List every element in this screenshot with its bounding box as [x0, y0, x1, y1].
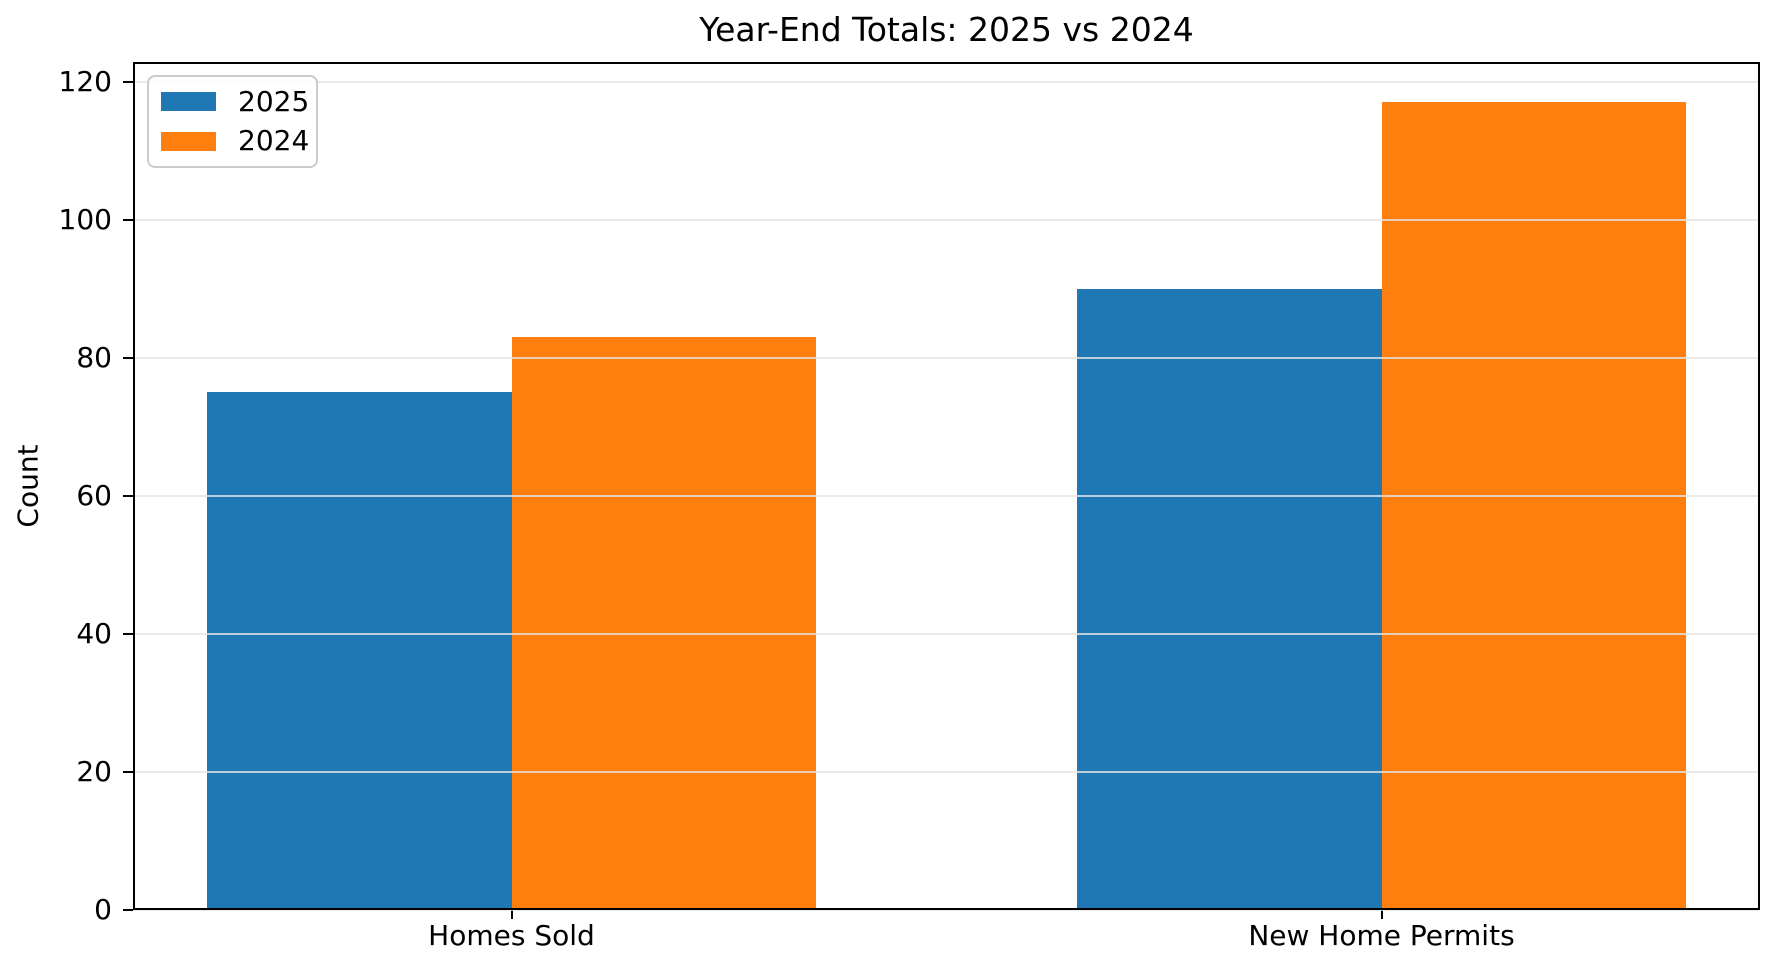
y-tick-label-0: 0	[94, 893, 112, 926]
x-tick-label-new-home-permits: New Home Permits	[1248, 919, 1515, 952]
legend-entry-2024: 2024	[161, 127, 309, 155]
gridline-80	[133, 356, 1760, 359]
y-tick-mark-100	[123, 218, 133, 221]
bars-layer	[133, 62, 1760, 910]
x-tick-mark-1	[1380, 910, 1383, 919]
y-tick-label-120: 120	[58, 64, 112, 98]
gridline-100	[133, 218, 1760, 221]
gridlines-layer	[133, 62, 1760, 911]
y-tick-label-100: 100	[58, 202, 112, 236]
y-tick-label-40: 40	[76, 616, 112, 650]
gridline-40	[133, 632, 1760, 635]
legend-entry-2025: 2025	[161, 87, 309, 116]
gridline-0	[133, 909, 1760, 911]
legend-label-2025: 2025	[238, 84, 310, 118]
gridline-20	[133, 770, 1760, 773]
gridline-120	[133, 80, 1760, 83]
y-tick-mark-120	[123, 80, 133, 83]
y-tick-mark-0	[123, 909, 133, 911]
bar-2024-new-home-permits	[1381, 102, 1686, 910]
legend-swatch-2025	[161, 92, 216, 112]
x-tick-label-homes-sold: Homes Sold	[428, 919, 595, 952]
y-tick-mark-20	[123, 770, 133, 773]
y-tick-mark-60	[123, 494, 133, 497]
y-tick-mark-40	[123, 632, 133, 635]
bar-2025-new-home-permits	[1077, 288, 1382, 910]
y-tick-mark-80	[123, 356, 133, 359]
bar-2024-homes-sold	[511, 337, 816, 910]
x-tick-mark-0	[510, 910, 513, 919]
y-tick-label-60: 60	[76, 478, 112, 512]
y-tick-label-80: 80	[76, 340, 112, 374]
legend-label-2024: 2024	[238, 124, 310, 158]
plot-area: 2025 2024	[133, 62, 1760, 911]
y-tick-label-20: 20	[76, 754, 112, 788]
bar-2025-homes-sold	[207, 392, 512, 910]
chart-title: Year-End Totals: 2025 vs 2024	[699, 10, 1194, 49]
legend: 2025 2024	[147, 75, 318, 168]
legend-swatch-2024	[161, 131, 216, 151]
gridline-60	[133, 494, 1760, 497]
